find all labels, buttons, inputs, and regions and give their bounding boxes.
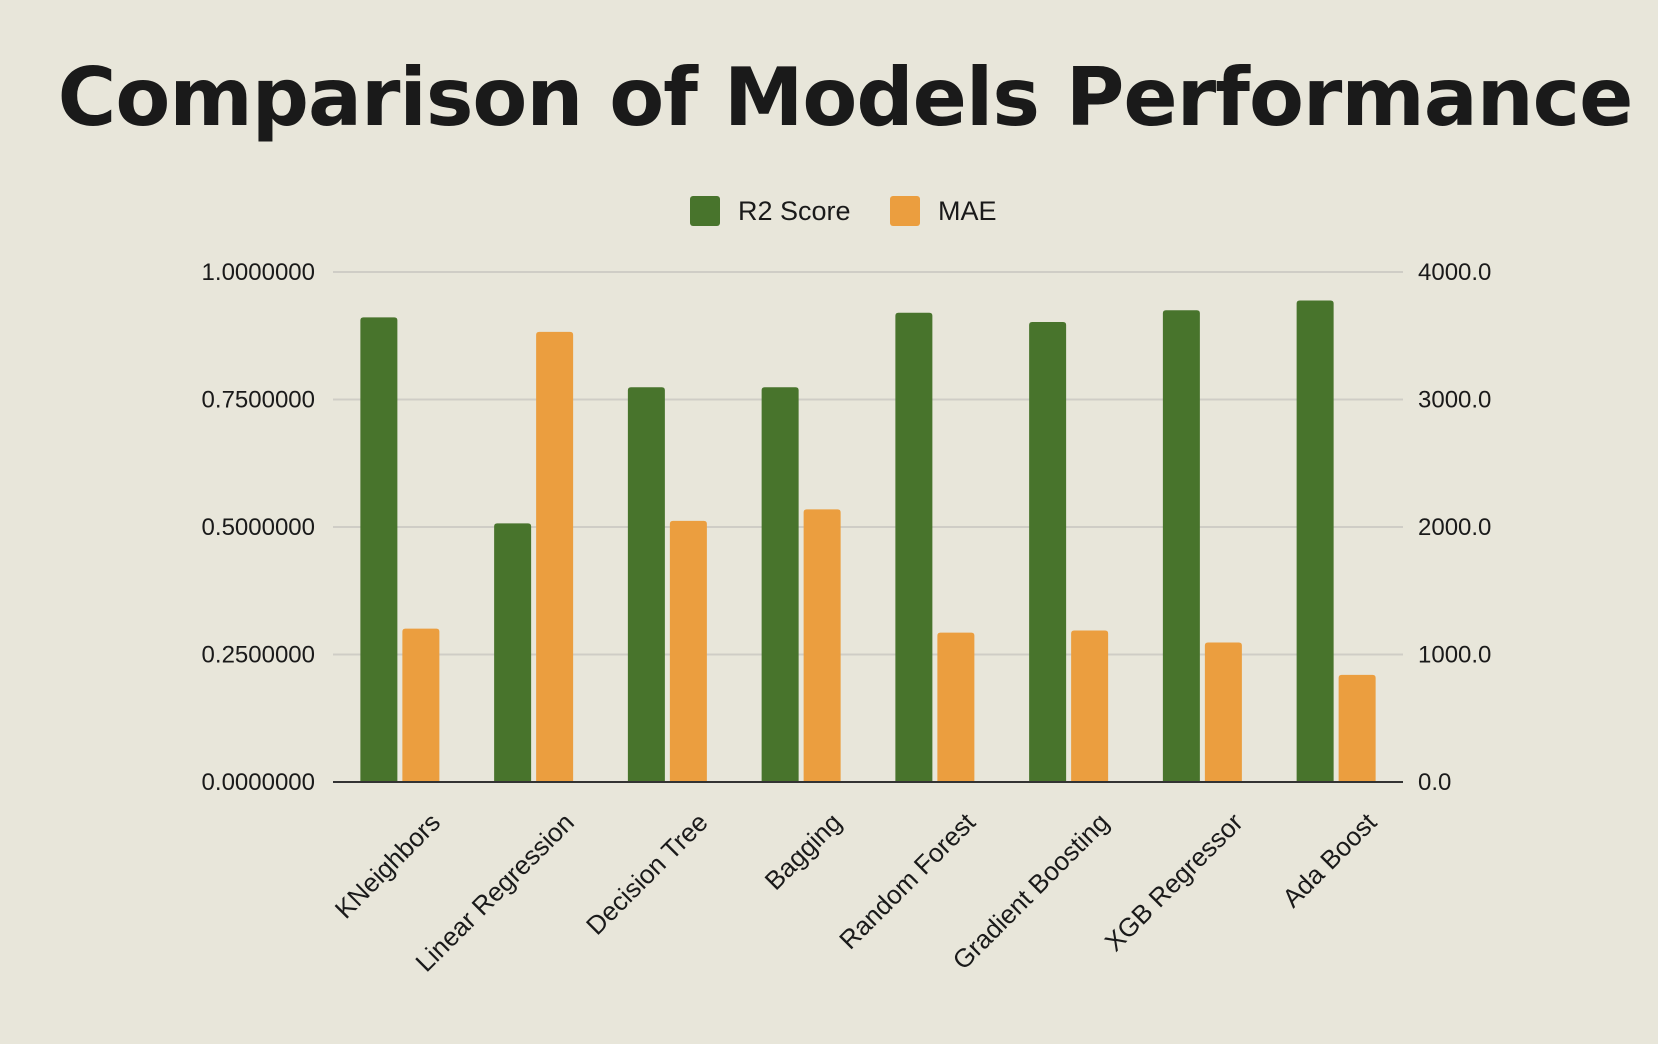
bar-mae	[803, 509, 841, 782]
left-tick-label: 0.5000000	[202, 514, 315, 541]
bar-r2-score	[1029, 321, 1067, 782]
bar-mae	[669, 520, 707, 782]
x-tick-label: Ada Boost	[1276, 806, 1383, 913]
left-axis: 0.0000000 0.2500000 0.5000000 0.7500000 1.00…	[202, 259, 315, 796]
legend-label: R2 Score	[738, 196, 851, 226]
right-tick-label: 1000.0	[1418, 642, 1491, 669]
bars	[360, 300, 1376, 782]
chart-title: Comparison of Models Performance	[57, 51, 1634, 144]
right-tick-label: 2000.0	[1418, 514, 1491, 541]
right-tick-label: 4000.0	[1418, 259, 1491, 286]
legend-label: MAE	[938, 196, 997, 226]
x-tick-label: Bagging	[759, 807, 848, 896]
bar-mae	[536, 331, 574, 782]
bar-r2-score	[761, 387, 799, 782]
legend: R2 Score MAE	[690, 196, 997, 226]
bar-mae	[1071, 630, 1109, 782]
bar-r2-score	[494, 523, 532, 782]
legend-swatch	[890, 196, 920, 226]
left-tick-label: 1.0000000	[202, 259, 315, 286]
bar-r2-score	[360, 317, 398, 782]
bar-r2-score	[1162, 310, 1200, 782]
bar-mae	[1338, 674, 1376, 782]
x-tick-label: KNeighbors	[329, 807, 446, 924]
bar-r2-score	[627, 387, 665, 782]
x-tick-label: Random Forest	[833, 806, 981, 954]
left-tick-label: 0.0000000	[202, 769, 315, 796]
bar-mae	[1204, 642, 1242, 782]
gridlines	[333, 271, 1403, 656]
bar-mae	[937, 632, 975, 782]
bar-r2-score	[895, 312, 933, 782]
left-tick-label: 0.2500000	[202, 642, 315, 669]
x-tick-label: XGB Regressor	[1099, 807, 1249, 957]
legend-swatch	[690, 196, 720, 226]
right-tick-label: 0.0	[1418, 769, 1451, 796]
bar-mae	[402, 628, 440, 782]
right-tick-label: 3000.0	[1418, 387, 1491, 414]
right-axis: 0.0 1000.0 2000.0 3000.0 4000.0	[1418, 259, 1491, 796]
bar-r2-score	[1296, 300, 1334, 782]
x-tick-label: Decision Tree	[580, 807, 714, 941]
left-tick-label: 0.7500000	[202, 387, 315, 414]
